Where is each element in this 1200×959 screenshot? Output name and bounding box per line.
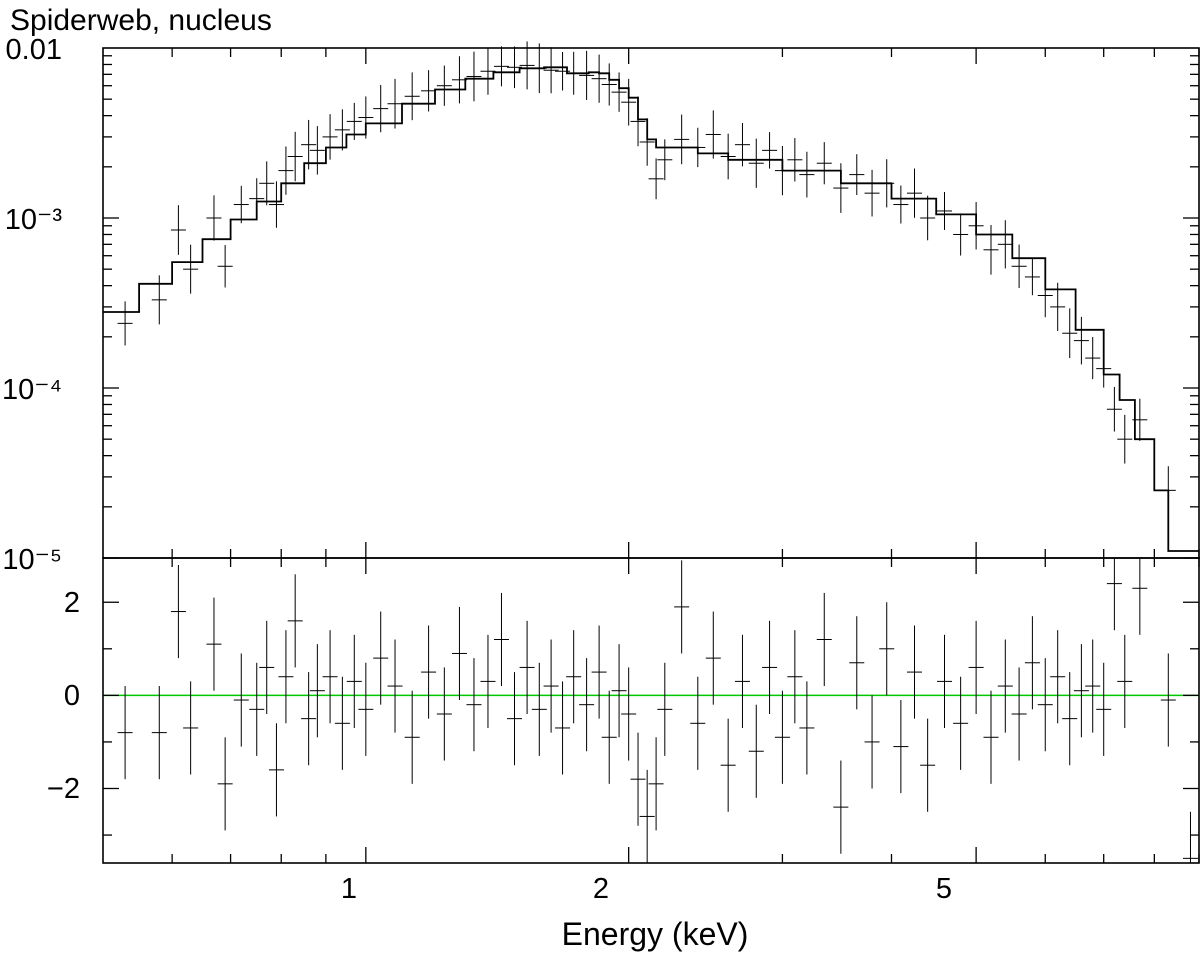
y-tick-label-1e-5: 10⁻⁵ — [2, 544, 62, 576]
spectrum-panel: 0.01 10⁻³ 10⁻⁴ 10⁻⁵ — [2, 34, 1200, 576]
model-step-line — [103, 66, 1199, 552]
y-tick-label-neg2: −2 — [47, 773, 80, 805]
chart-title: Spiderweb, nucleus — [10, 4, 272, 37]
x-tick-label-2: 2 — [593, 873, 609, 905]
spectrum-error-bars — [117, 41, 1176, 515]
y-tick-label-0: 0 — [64, 680, 80, 712]
spectrum-frame — [102, 47, 1200, 559]
y-tick-label-1e-4: 10⁻⁴ — [2, 374, 62, 406]
residual-panel: 2 0 −2 1 2 5 Energy (keV) — [47, 557, 1200, 952]
y-tick-label-0.01: 0.01 — [6, 34, 62, 66]
residual-ticks — [103, 558, 1200, 863]
x-tick-label-5: 5 — [936, 873, 952, 905]
y-tick-label-1e-3: 10⁻³ — [5, 204, 63, 236]
residual-error-bars — [117, 558, 1198, 863]
y-tick-label-2: 2 — [64, 587, 80, 619]
residual-frame — [102, 557, 1200, 864]
x-tick-label-1: 1 — [341, 873, 357, 905]
x-axis-label: Energy (keV) — [562, 916, 749, 952]
spectrum-ticks — [103, 48, 1200, 559]
